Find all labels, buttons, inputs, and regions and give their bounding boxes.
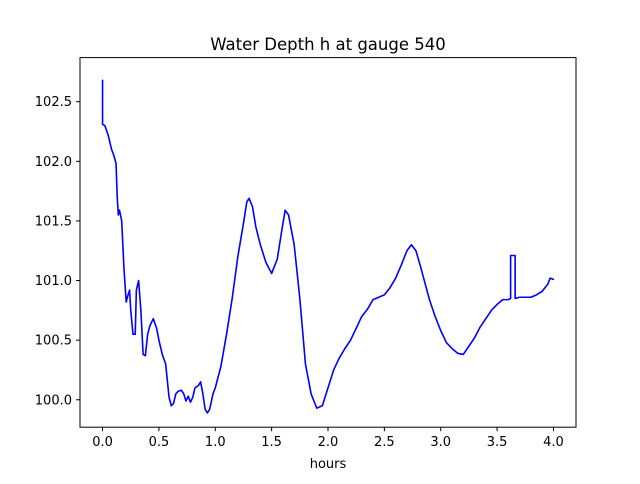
- x-tick-label: 0.5: [149, 435, 170, 450]
- x-tick-label: 1.0: [205, 435, 226, 450]
- x-axis: 0.0 0.5 1.0 1.5 2.0 2.5 3.0 3.5 4.0: [92, 427, 564, 450]
- x-axis-label: hours: [310, 457, 347, 472]
- x-tick-label: 2.0: [318, 435, 339, 450]
- x-tick-label: 4.0: [543, 435, 564, 450]
- chart-title: Water Depth h at gauge 540: [210, 35, 445, 54]
- y-tick-label: 100.0: [35, 393, 72, 408]
- series-line-1: [101, 79, 555, 414]
- x-tick-label: 3.0: [430, 435, 451, 450]
- y-tick-label: 101.5: [35, 214, 72, 229]
- x-tick-label: 1.5: [261, 435, 282, 450]
- y-axis: 100.0 100.5 101.0 101.5 102.0 102.5: [35, 95, 80, 408]
- x-tick-label: 3.5: [487, 435, 508, 450]
- series-layer: [101, 79, 555, 414]
- x-tick-label: 0.0: [92, 435, 113, 450]
- y-tick-label: 100.5: [35, 334, 72, 349]
- y-tick-label: 101.0: [35, 274, 72, 289]
- y-tick-label: 102.0: [35, 155, 72, 170]
- y-tick-label: 102.5: [35, 95, 72, 110]
- x-tick-label: 2.5: [374, 435, 395, 450]
